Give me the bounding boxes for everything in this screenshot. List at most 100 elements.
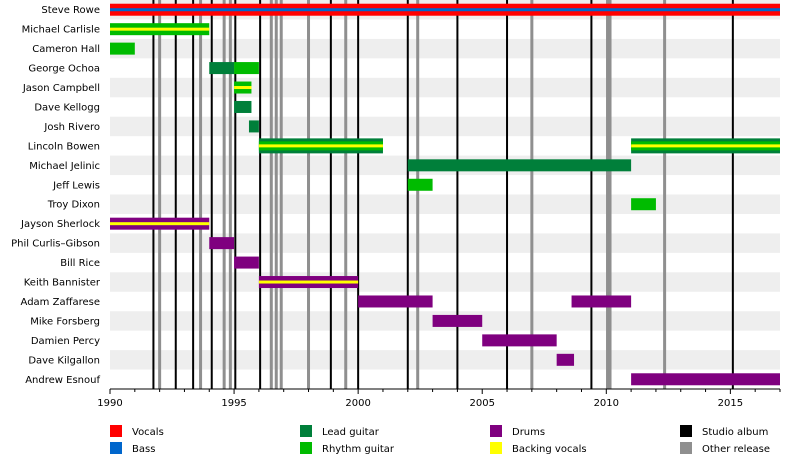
legend-swatch	[110, 425, 122, 437]
x-tick-label: 1990	[97, 398, 122, 409]
bar-george-ochoa	[209, 62, 235, 75]
legend-label: Drums	[512, 427, 545, 438]
legend-item-studio-album: Studio album	[680, 425, 768, 438]
member-names: Steve Rowe Michael Carlisle Cameron Hall Ge…	[11, 5, 101, 386]
legend: Vocals Bass Lead guitar Rhythm guitar Drums B…	[110, 425, 770, 455]
bar-jayson-sherlock	[110, 217, 210, 230]
bar-adam-zaffarese	[571, 295, 632, 308]
legend-swatch	[300, 442, 312, 454]
legend-item-rhythm-guitar: Rhythm guitar	[300, 442, 395, 455]
row-band	[110, 77, 780, 98]
member-name-adam-zaffarese: Adam Zaffarese	[21, 297, 100, 308]
member-name-jason-campbell: Jason Campbell	[22, 83, 100, 94]
bar-fill	[358, 295, 433, 308]
legend-label: Bass	[132, 444, 155, 455]
bar-fill	[209, 237, 235, 250]
legend-label: Other release	[702, 444, 770, 455]
row-backgrounds	[110, 0, 780, 370]
legend-swatch	[490, 442, 502, 454]
legend-swatch	[300, 425, 312, 437]
member-name-phil-curlis-gibson: Phil Curlis–Gibson	[11, 239, 100, 250]
bar-lincoln-bowen	[258, 138, 383, 154]
bar-jason-campbell	[234, 81, 252, 94]
legend-swatch	[110, 442, 122, 454]
row-band	[110, 350, 780, 370]
legend-swatch	[680, 442, 692, 454]
bar-fill	[571, 295, 632, 308]
x-tick-label: 2005	[469, 398, 494, 409]
bar-fill	[110, 42, 135, 55]
bar-fill	[407, 178, 433, 191]
bar-andrew-esnouf	[631, 373, 780, 386]
legend-label: Studio album	[702, 427, 768, 438]
bar-fill	[432, 314, 483, 327]
member-name-george-ochoa: George Ochoa	[28, 64, 100, 75]
bar-michael-jelinic	[407, 159, 632, 172]
legend-label: Lead guitar	[322, 427, 380, 438]
member-name-dave-kellogg: Dave Kellogg	[34, 102, 100, 113]
legend-label: Rhythm guitar	[322, 444, 395, 455]
bar-stripe	[110, 8, 780, 12]
legend-item-bass: Bass	[110, 442, 155, 455]
bar-keith-bannister	[258, 276, 359, 289]
bar-phil-curlis-gibson	[209, 237, 235, 250]
x-tick-label: 2015	[718, 398, 743, 409]
row-band	[110, 116, 780, 137]
member-name-cameron-hall: Cameron Hall	[32, 44, 100, 55]
member-name-michael-carlisle: Michael Carlisle	[22, 25, 100, 36]
legend-swatch	[490, 425, 502, 437]
legend-item-lead-guitar: Lead guitar	[300, 425, 380, 438]
member-name-bill-rice: Bill Rice	[60, 258, 100, 269]
row-band	[110, 194, 780, 214]
member-name-dave-kilgallon: Dave Kilgallon	[28, 355, 100, 366]
legend-item-drums: Drums	[490, 425, 545, 438]
member-name-troy-dixon: Troy Dixon	[47, 200, 100, 211]
bar-michael-carlisle	[110, 23, 210, 36]
bar-stripe	[110, 27, 210, 31]
bar-mike-forsberg	[432, 314, 483, 327]
bar-bill-rice	[234, 256, 259, 269]
member-name-michael-jelinic: Michael Jelinic	[29, 161, 100, 172]
member-name-andrew-esnouf: Andrew Esnouf	[25, 375, 100, 386]
bar-fill	[234, 62, 259, 75]
bar-fill	[248, 120, 259, 133]
bar-adam-zaffarese	[358, 295, 433, 308]
member-name-mike-forsberg: Mike Forsberg	[30, 316, 100, 327]
member-name-steve-rowe: Steve Rowe	[41, 5, 100, 16]
legend-item-vocals: Vocals	[110, 425, 164, 438]
bar-lincoln-bowen	[631, 138, 780, 154]
x-axis: 1990 1995 2000 2005 2010 2015	[97, 388, 781, 409]
legend-swatch	[680, 425, 692, 437]
bar-fill	[482, 334, 557, 347]
bar-josh-rivero	[248, 120, 259, 133]
bar-fill	[234, 100, 252, 113]
bar-stripe	[258, 144, 383, 148]
bar-cameron-hall	[110, 42, 135, 55]
bar-dave-kilgallon	[556, 353, 575, 366]
member-name-jayson-sherlock: Jayson Sherlock	[20, 219, 100, 230]
legend-item-other-release: Other release	[680, 442, 770, 455]
bar-stripe	[234, 86, 252, 90]
legend-item-backing-vocals: Backing vocals	[490, 442, 587, 455]
legend-label: Backing vocals	[512, 444, 587, 455]
bar-damien-percy	[482, 334, 557, 347]
member-name-jeff-lewis: Jeff Lewis	[52, 180, 100, 191]
bar-fill	[631, 198, 656, 211]
legend-label: Vocals	[132, 427, 164, 438]
bar-fill	[407, 159, 632, 172]
release-lines	[152, 0, 734, 389]
bar-stripe	[631, 144, 780, 148]
bar-stripe	[258, 280, 359, 284]
member-name-keith-bannister: Keith Bannister	[24, 278, 101, 289]
x-tick-label: 2000	[345, 398, 370, 409]
member-name-josh-rivero: Josh Rivero	[43, 122, 100, 133]
row-band	[110, 272, 780, 292]
row-band	[110, 38, 780, 59]
bar-fill	[556, 353, 575, 366]
member-name-lincoln-bowen: Lincoln Bowen	[28, 141, 100, 152]
bar-dave-kellogg	[234, 100, 252, 113]
bar-fill	[234, 256, 259, 269]
bar-george-ochoa	[234, 62, 259, 75]
